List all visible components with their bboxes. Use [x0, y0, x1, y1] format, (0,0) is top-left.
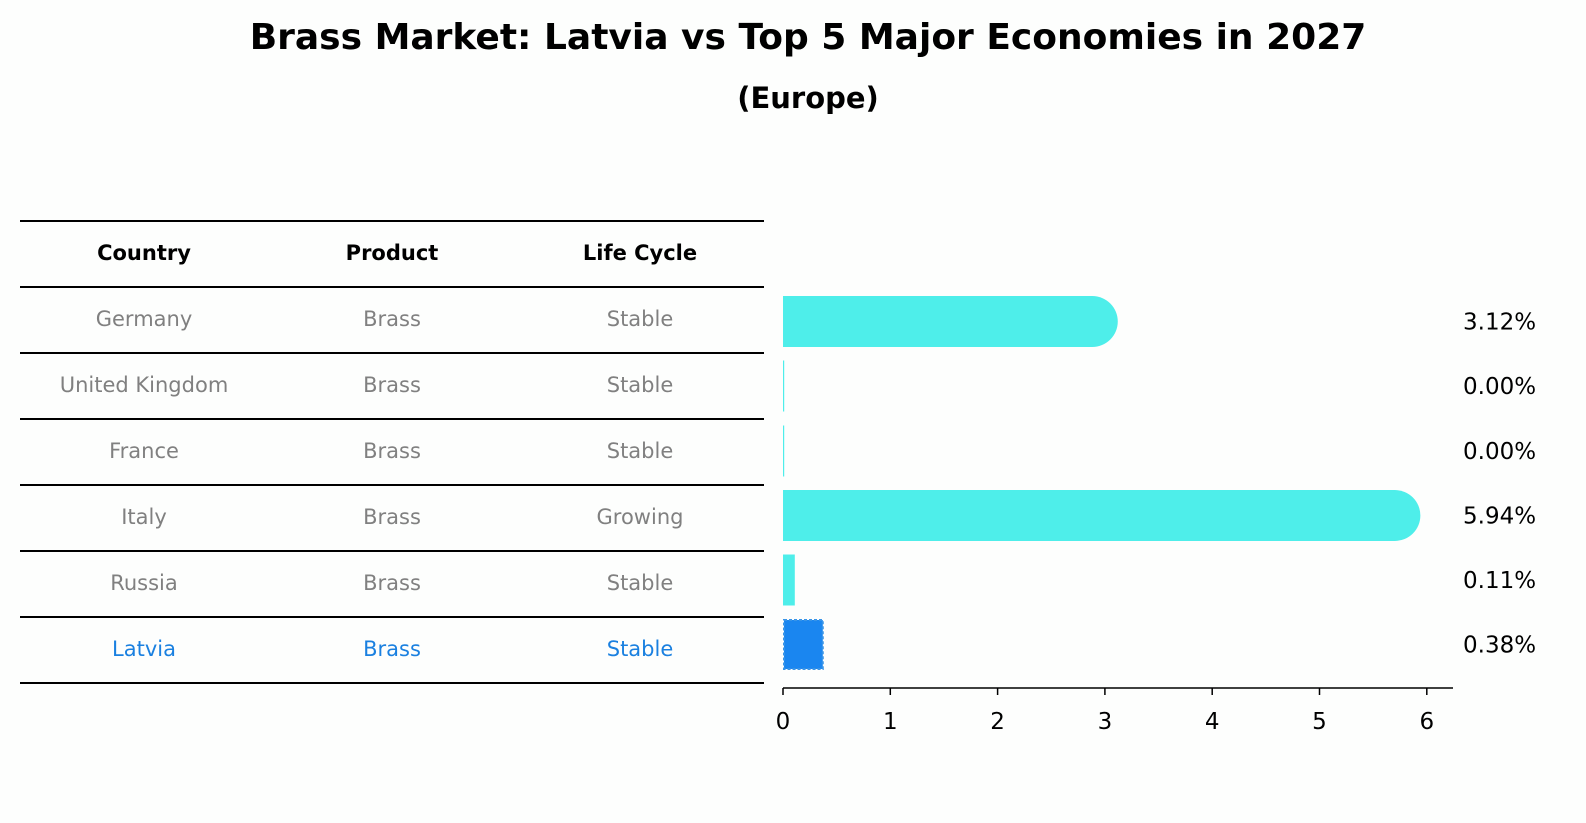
table-cell-life-cycle: Stable	[606, 307, 674, 331]
table-rule	[20, 616, 764, 618]
table-rule	[20, 550, 764, 552]
chart-subtitle: (Europe)	[737, 81, 879, 115]
bar-latvia	[783, 619, 824, 670]
x-tick-label: 0	[776, 709, 791, 735]
table-cell-country: France	[109, 439, 179, 463]
table-cell-product: Brass	[363, 637, 421, 661]
value-label-latvia: 0.38%	[1463, 633, 1536, 659]
table-rule	[20, 418, 764, 420]
table-cell-product: Brass	[363, 373, 421, 397]
value-label-united-kingdom: 0.00%	[1463, 374, 1536, 400]
value-label-italy: 5.94%	[1463, 504, 1536, 530]
table-cell-country: Germany	[95, 307, 193, 331]
table-cell-product: Brass	[363, 307, 421, 331]
x-tick-label: 1	[883, 709, 898, 735]
table-rule	[20, 220, 764, 222]
table-cell-country: United Kingdom	[59, 373, 229, 397]
table-cell-product: Brass	[363, 439, 421, 463]
chart-title: Brass Market: Latvia vs Top 5 Major Econ…	[249, 17, 1367, 58]
table-cell-country: Latvia	[112, 637, 176, 661]
bar-italy	[783, 490, 1421, 541]
table-rule	[20, 484, 764, 486]
table-cell-life-cycle: Growing	[596, 505, 684, 529]
table-cell-country: Italy	[121, 505, 167, 529]
table-rule	[20, 682, 764, 684]
x-tick-label: 4	[1205, 709, 1220, 735]
table-cell-life-cycle: Stable	[606, 571, 674, 595]
table-cell-life-cycle: Stable	[606, 373, 674, 397]
value-label-russia: 0.11%	[1463, 568, 1536, 594]
x-tick-label: 3	[1098, 709, 1113, 735]
table-cell-life-cycle: Stable	[606, 439, 674, 463]
bar-germany	[783, 296, 1118, 347]
table-cell-life-cycle: Stable	[606, 637, 674, 661]
value-label-france: 0.00%	[1463, 439, 1536, 465]
x-tick-label: 2	[990, 709, 1005, 735]
x-tick-label: 6	[1419, 709, 1434, 735]
table-header-cell: Country	[97, 241, 191, 265]
bar-france	[783, 425, 785, 477]
x-tick-label: 5	[1312, 709, 1327, 735]
table-rule	[20, 352, 764, 354]
value-label-germany: 3.12%	[1463, 310, 1536, 336]
table-cell-product: Brass	[363, 571, 421, 595]
bar-russia	[783, 554, 795, 606]
table-header-cell: Product	[345, 241, 439, 265]
table-rule	[20, 286, 764, 288]
table-cell-product: Brass	[363, 505, 421, 529]
table-cell-country: Russia	[110, 571, 178, 595]
bar-united-kingdom	[783, 360, 785, 412]
table-header-cell: Life Cycle	[582, 241, 698, 265]
